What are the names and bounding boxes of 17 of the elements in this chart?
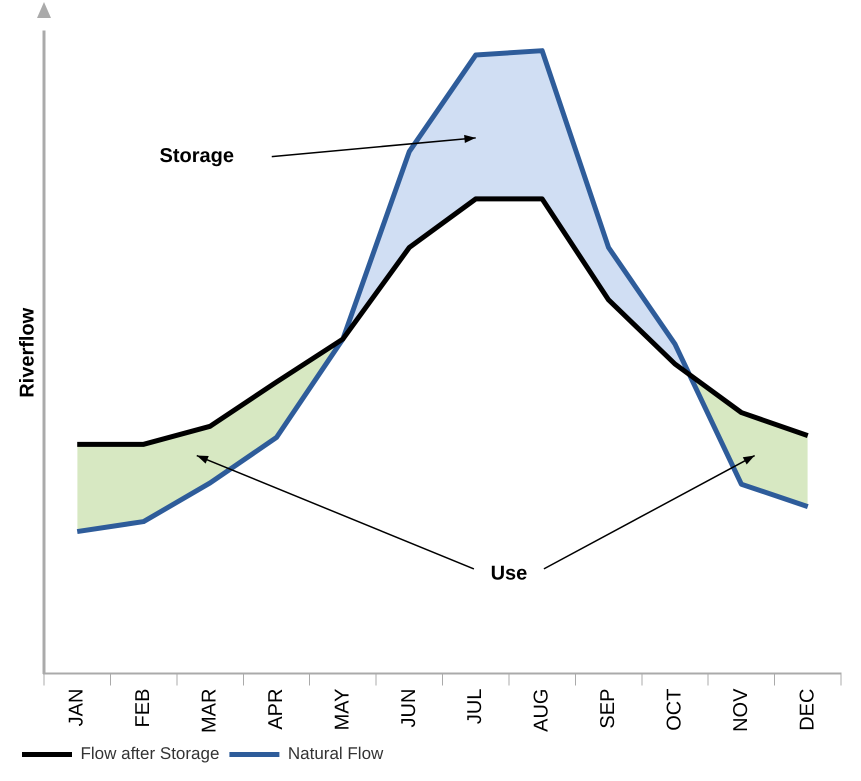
x-tick-label: SEP: [597, 688, 620, 729]
legend-label: Flow after Storage: [80, 744, 220, 764]
x-tick-label: APR: [264, 688, 287, 730]
x-tick-label: FEB: [132, 688, 154, 728]
legend-label: Natural Flow: [288, 744, 384, 764]
x-tick-label: JUL: [464, 688, 486, 724]
x-tick-label: DEC: [796, 688, 818, 731]
x-tick-label: JUN: [398, 688, 420, 728]
x-tick-label: MAY: [331, 688, 354, 730]
x-tick-label: OCT: [663, 688, 686, 731]
x-tick-label: JAN: [66, 688, 88, 726]
y-axis-title: Riverflow: [16, 307, 39, 398]
x-tick-label: NOV: [730, 688, 752, 732]
annotation: Use: [490, 562, 528, 584]
x-tick-label: AUG: [530, 688, 553, 732]
x-tick-label: MAR: [198, 688, 221, 734]
annotation: Storage: [160, 145, 234, 168]
